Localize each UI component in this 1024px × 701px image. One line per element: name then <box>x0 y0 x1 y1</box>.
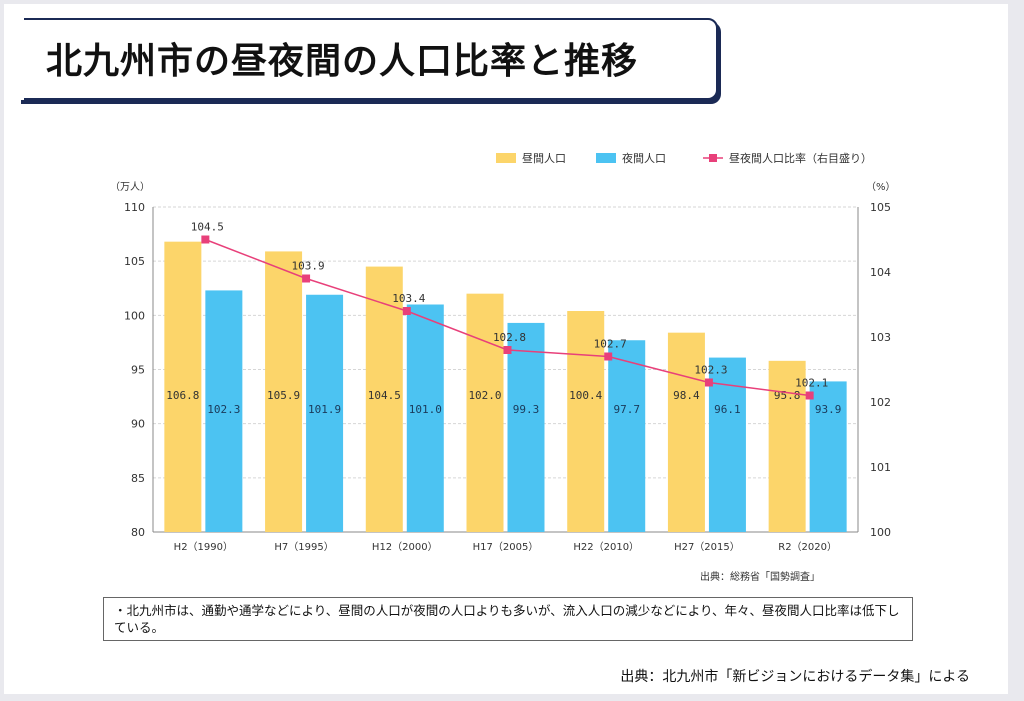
right-tick-label: 104 <box>870 266 891 279</box>
left-tick-label: 95 <box>131 364 145 377</box>
right-axis-unit: （%） <box>866 181 896 193</box>
ratio-point <box>201 235 210 244</box>
left-tick-label: 80 <box>131 526 145 539</box>
bar-daytime <box>365 266 403 532</box>
left-tick-label: 110 <box>124 201 145 214</box>
bar-daytime-label: 106.8 <box>166 389 199 402</box>
legend-label-nighttime: 夜間人口 <box>622 151 666 165</box>
left-axis-unit: （万人） <box>110 181 150 193</box>
bar-nighttime-label: 101.9 <box>308 403 341 416</box>
bar-nighttime <box>205 290 243 532</box>
x-tick-label: H17（2005） <box>473 541 539 553</box>
left-tick-label: 105 <box>124 255 145 268</box>
right-tick-label: 103 <box>870 331 891 344</box>
footer-source: 出典：北九州市「新ビジョンにおけるデータ集」による <box>620 669 970 685</box>
ratio-point <box>805 391 814 400</box>
note-box: ・北九州市は、通勤や通学などにより、昼間の人口が夜間の人口よりも多いが、流入人口… <box>103 597 913 641</box>
bar-daytime-label: 100.4 <box>569 389 602 402</box>
bar-daytime <box>466 293 504 532</box>
x-tick-label: H2（1990） <box>174 541 233 553</box>
bar-daytime <box>164 241 202 532</box>
bar-nighttime <box>406 304 444 532</box>
ratio-point-label: 102.1 <box>795 377 828 390</box>
left-tick-label: 100 <box>124 309 145 322</box>
bar-nighttime <box>306 294 344 532</box>
page-title: 北九州市の昼夜間の人口比率と推移 <box>46 41 639 82</box>
ratio-point-label: 103.4 <box>392 292 425 305</box>
ratio-point-label: 102.7 <box>594 338 627 351</box>
bar-nighttime <box>608 340 646 532</box>
right-tick-label: 102 <box>870 396 891 409</box>
bar-nighttime <box>507 322 545 532</box>
bar-daytime-label: 104.5 <box>368 389 401 402</box>
x-tick-label: H27（2015） <box>674 541 740 553</box>
bar-nighttime <box>809 381 847 532</box>
title-box: 北九州市の昼夜間の人口比率と推移 <box>18 18 718 100</box>
bar-daytime-label: 105.9 <box>267 389 300 402</box>
bar-nighttime-label: 97.7 <box>613 403 640 416</box>
right-tick-label: 105 <box>870 201 891 214</box>
x-tick-label: H12（2000） <box>372 541 438 553</box>
legend-swatch-nighttime <box>596 153 616 163</box>
x-tick-label: R2（2020） <box>778 541 837 553</box>
left-tick-label: 85 <box>131 472 145 485</box>
bar-nighttime-label: 99.3 <box>513 403 540 416</box>
bar-daytime-label: 102.0 <box>468 389 501 402</box>
ratio-point <box>704 378 713 387</box>
ratio-point <box>302 274 311 283</box>
bar-daytime <box>265 251 303 532</box>
x-tick-label: H22（2010） <box>573 541 639 553</box>
bar-nighttime-label: 96.1 <box>714 403 741 416</box>
ratio-point-label: 102.8 <box>493 331 526 344</box>
bar-nighttime-label: 101.0 <box>409 403 442 416</box>
ratio-point-label: 104.5 <box>191 221 224 234</box>
ratio-point-label: 103.9 <box>292 260 325 273</box>
ratio-point <box>402 307 411 315</box>
left-tick-label: 90 <box>131 418 145 431</box>
ratio-point-label: 102.3 <box>694 364 727 377</box>
ratio-point <box>503 346 512 354</box>
note-text: ・北九州市は、通勤や通学などにより、昼間の人口が夜間の人口よりも多いが、流入人口… <box>114 603 900 635</box>
legend-marker-ratio <box>709 154 717 162</box>
right-tick-label: 101 <box>870 461 891 474</box>
x-tick-label: H7（1995） <box>274 541 333 553</box>
bar-nighttime-label: 102.3 <box>207 403 240 416</box>
ratio-point <box>604 352 613 361</box>
legend-swatch-daytime <box>496 153 516 163</box>
bar-daytime <box>667 332 705 532</box>
bar-daytime <box>768 360 806 532</box>
chart-source: 出典：総務省「国勢調査」 <box>700 572 820 583</box>
bar-daytime <box>567 311 605 532</box>
legend-label-ratio: 昼夜間人口比率（右目盛り） <box>729 151 872 165</box>
legend-label-daytime: 昼間人口 <box>522 152 566 165</box>
right-tick-label: 100 <box>870 526 891 539</box>
bar-nighttime-label: 93.9 <box>815 403 842 416</box>
bar-daytime-label: 98.4 <box>673 389 700 402</box>
